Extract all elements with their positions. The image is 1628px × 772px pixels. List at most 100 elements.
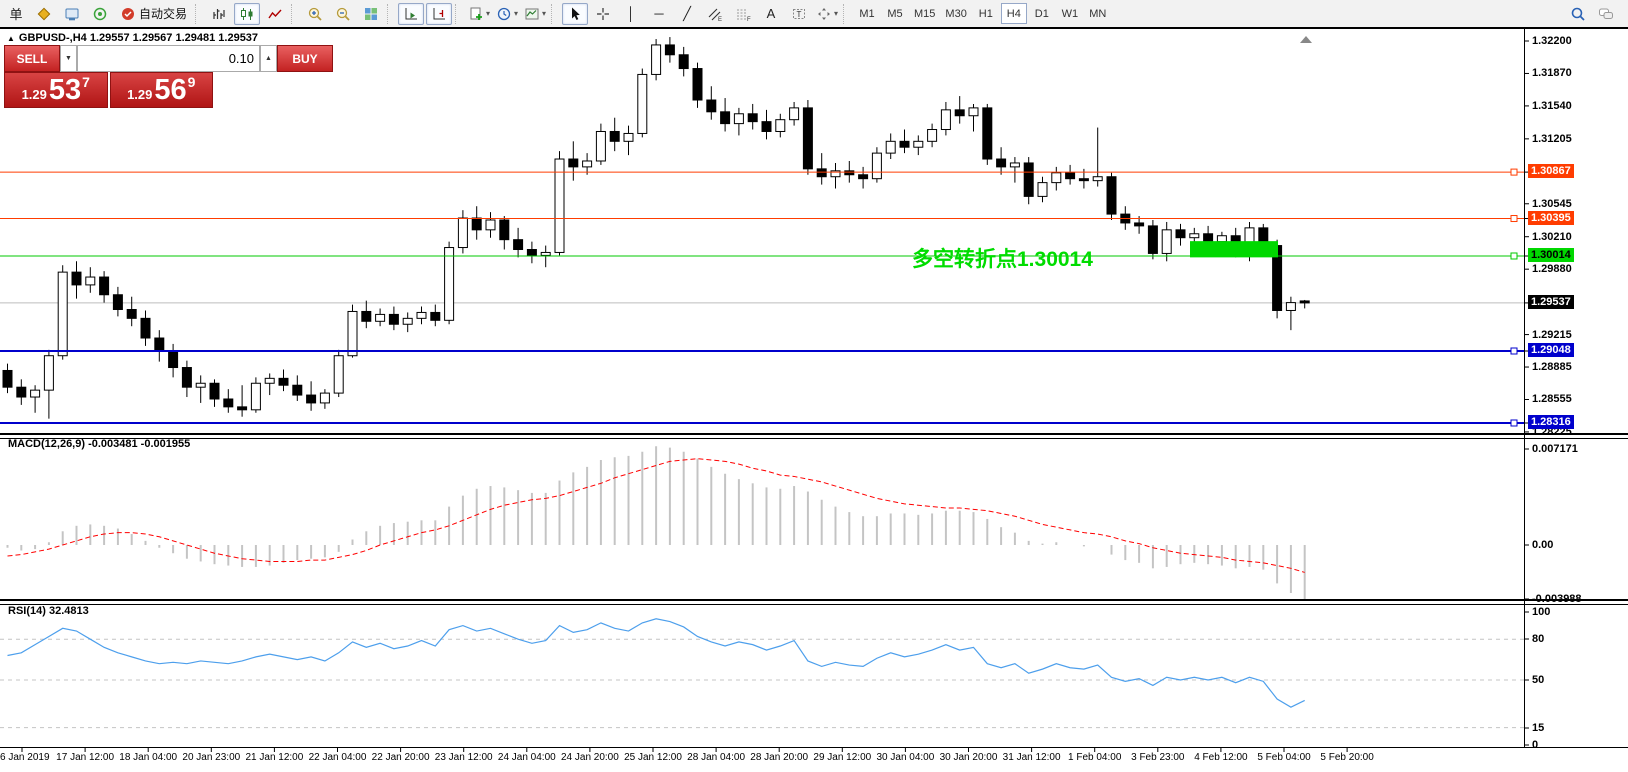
hline-handle[interactable] xyxy=(1510,347,1518,355)
rsi-tick-label: 50 xyxy=(1532,674,1545,686)
one-click-trading-panel: SELL ▼ ▲ BUY 1.29 53 7 1.29 56 9 xyxy=(4,45,333,108)
time-axis-label: 22 Jan 20:00 xyxy=(371,752,430,763)
auto-scroll-icon[interactable] xyxy=(398,2,425,25)
hline-handle[interactable] xyxy=(1510,252,1518,260)
new-chart-icon[interactable]: ▾ xyxy=(466,3,492,25)
timeframe-w1-button[interactable]: W1 xyxy=(1061,7,1079,20)
time-axis-label: 31 Jan 12:00 xyxy=(1002,752,1061,763)
price-tick-label: 1.28555 xyxy=(1532,393,1572,406)
signals-icon[interactable] xyxy=(87,3,113,25)
crosshair-tool-icon[interactable] xyxy=(590,3,616,25)
channel-tool-icon[interactable]: E xyxy=(702,3,728,25)
dropdown-caret-icon[interactable]: ▾ xyxy=(486,9,491,18)
sell-button[interactable]: SELL xyxy=(4,45,60,72)
quotes-window-icon[interactable] xyxy=(31,3,57,25)
rsi-tick-label: 100 xyxy=(1532,606,1551,618)
timeframe-m5-button[interactable]: M5 xyxy=(887,7,903,20)
time-axis-label: 23 Jan 12:00 xyxy=(434,752,493,763)
fibonacci-tool-icon[interactable]: F xyxy=(730,3,756,25)
price-chip-label: 1.29048 xyxy=(1528,342,1574,357)
price-tick-label: 1.29880 xyxy=(1532,263,1572,276)
timeframe-m15-button[interactable]: M15 xyxy=(914,7,936,20)
dropdown-caret-icon[interactable]: ▾ xyxy=(542,9,547,18)
vertical-line-tool-button[interactable]: │ xyxy=(626,6,636,21)
timeframe-d1-button[interactable]: D1 xyxy=(1034,7,1049,20)
timeframe-h4-button[interactable]: H4 xyxy=(1000,3,1027,24)
line-chart-mode-icon[interactable] xyxy=(262,3,288,25)
rsi-indicator-label: RSI(14) 32.4813 xyxy=(8,605,89,617)
chat-icon[interactable] xyxy=(1593,3,1619,25)
hline-handle[interactable] xyxy=(1510,168,1518,176)
macd-indicator-label: MACD(12,26,9) -0.003481 -0.001955 xyxy=(8,438,191,450)
time-axis-label: 21 Jan 12:00 xyxy=(245,752,304,763)
timeframe-h1-button[interactable]: H1 xyxy=(978,7,993,20)
rsi-line xyxy=(7,618,1305,708)
horizontal-line-objects[interactable] xyxy=(0,168,1524,427)
toolbar-separator xyxy=(195,3,203,24)
time-axis-label: 28 Jan 20:00 xyxy=(750,752,809,763)
time-axis-label: 29 Jan 12:00 xyxy=(813,752,872,763)
terminal-window-icon[interactable] xyxy=(59,3,85,25)
time-axis-label: 5 Feb 20:00 xyxy=(1320,752,1374,763)
collapse-arrow-icon[interactable]: ▲ xyxy=(7,33,15,43)
candlestick-mode-icon[interactable] xyxy=(234,2,261,25)
zoom-out-icon[interactable] xyxy=(330,3,356,25)
sell-price-pip: 7 xyxy=(82,74,90,90)
text-label-tool-icon[interactable]: T xyxy=(786,3,812,25)
toolbar: 单 自动交易 ▾ ▾ ▾ │ ─ ╱ E F A T ▾ M1 M5 M15 M30 H1 H4 D1 W1 MN xyxy=(0,0,1628,27)
highlight-rectangle-object[interactable] xyxy=(1190,241,1278,258)
buy-price-prefix: 1.29 xyxy=(127,86,153,102)
dropdown-caret-icon[interactable]: ▾ xyxy=(514,9,519,18)
symbol-title: GBPUSD-,H4 xyxy=(18,32,87,44)
time-axis-label: 18 Jan 04:00 xyxy=(119,752,178,763)
toolbar-right-group xyxy=(1564,3,1620,25)
shapes-tool-icon[interactable]: ▾ xyxy=(814,3,840,25)
tile-windows-icon[interactable] xyxy=(358,3,384,25)
text-tool-button[interactable]: A xyxy=(766,6,776,21)
macd-panel-separator[interactable] xyxy=(0,433,1628,439)
trendline-tool-button[interactable]: ╱ xyxy=(683,5,691,21)
auto-trading-icon[interactable]: 自动交易 xyxy=(115,3,192,25)
time-axis-label: 24 Jan 20:00 xyxy=(560,752,619,763)
hline-handle[interactable] xyxy=(1510,419,1518,427)
rsi-panel-separator[interactable] xyxy=(0,599,1628,605)
rsi-tick-label: 15 xyxy=(1532,722,1545,734)
buy-price-button[interactable]: 1.29 56 9 xyxy=(109,72,213,108)
volume-down-button[interactable]: ▼ xyxy=(60,45,77,72)
chart-text-annotation[interactable]: 多空转折点1.30014 xyxy=(912,248,1093,271)
bar-chart-mode-icon[interactable] xyxy=(206,3,232,25)
price-chip-label: 1.30867 xyxy=(1528,164,1574,179)
zoom-in-icon[interactable] xyxy=(302,3,328,25)
price-chip-label: 1.30014 xyxy=(1528,247,1574,262)
buy-price-big: 56 xyxy=(154,73,187,106)
time-axis-label: 3 Feb 23:00 xyxy=(1131,752,1185,763)
toolbar-separator xyxy=(551,3,559,24)
horizontal-line-tool-button[interactable]: ─ xyxy=(654,6,664,21)
new-order-button[interactable]: 单 xyxy=(9,7,23,22)
time-axis-label: 28 Jan 04:00 xyxy=(687,752,746,763)
sell-price-button[interactable]: 1.29 53 7 xyxy=(4,72,108,108)
hline-handle[interactable] xyxy=(1510,215,1518,223)
search-icon[interactable] xyxy=(1565,3,1591,25)
macd-tick-label: -0.003988 xyxy=(1532,593,1582,605)
candlesticks xyxy=(2,37,1310,419)
time-axis-label: 5 Feb 04:00 xyxy=(1257,752,1311,763)
timeframe-m1-button[interactable]: M1 xyxy=(859,7,875,20)
template-selector-icon[interactable]: ▾ xyxy=(522,3,548,25)
rsi-level-lines xyxy=(0,638,1524,729)
buy-button[interactable]: BUY xyxy=(277,45,333,72)
volume-up-button[interactable]: ▲ xyxy=(260,45,277,72)
macd-histogram xyxy=(6,446,1306,600)
chart-shift-marker-icon[interactable] xyxy=(1300,36,1312,43)
volume-input[interactable] xyxy=(77,45,260,72)
price-chip-label: 1.30395 xyxy=(1528,210,1574,225)
timeframe-mn-button[interactable]: MN xyxy=(1089,7,1107,20)
chart-shift-icon[interactable] xyxy=(426,2,453,25)
period-selector-icon[interactable]: ▾ xyxy=(494,3,520,25)
dropdown-caret-icon[interactable]: ▾ xyxy=(834,9,839,18)
sell-price-prefix: 1.29 xyxy=(21,86,47,102)
cursor-tool-icon[interactable] xyxy=(562,2,589,25)
macd-signal-line xyxy=(7,458,1305,573)
timeframe-m30-button[interactable]: M30 xyxy=(945,7,967,20)
